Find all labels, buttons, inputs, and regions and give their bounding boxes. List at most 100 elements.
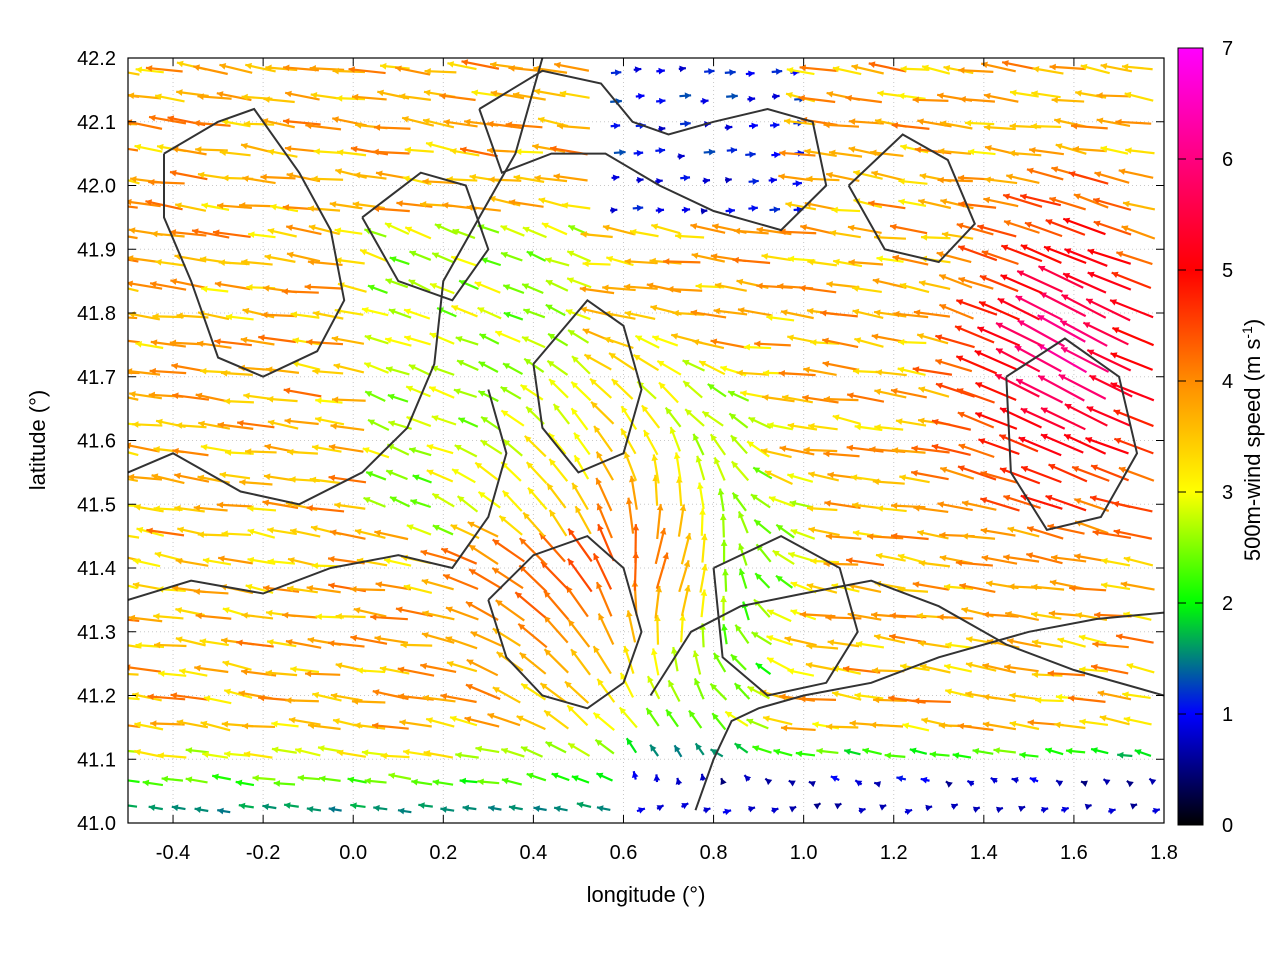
wind-vector-head bbox=[572, 356, 579, 363]
wind-vector-head bbox=[430, 282, 438, 290]
wind-vector-head bbox=[748, 417, 756, 424]
wind-vector-head bbox=[218, 259, 225, 266]
wind-vector-shaft bbox=[935, 334, 975, 349]
wind-vector-head bbox=[545, 257, 552, 264]
wind-vector-head bbox=[720, 365, 728, 373]
wind-vector-head bbox=[354, 722, 361, 729]
wind-vector-head bbox=[1031, 90, 1038, 98]
wind-vector-head bbox=[735, 624, 742, 632]
wind-vector-head bbox=[285, 697, 292, 704]
wind-vector-head bbox=[633, 354, 641, 361]
wind-vector-head bbox=[1048, 463, 1056, 471]
wind-vector-head bbox=[404, 146, 412, 154]
wind-vector-head bbox=[771, 807, 779, 814]
wind-vector-shaft bbox=[1111, 326, 1155, 347]
wind-vector-shaft bbox=[779, 230, 817, 235]
wind-vector-head bbox=[571, 381, 579, 389]
wind-vector-head bbox=[657, 207, 665, 214]
wind-vector-head bbox=[128, 227, 136, 234]
wind-vector-head bbox=[849, 720, 856, 727]
wind-vector-head bbox=[766, 635, 774, 642]
wind-vector-head bbox=[174, 505, 181, 512]
wind-vector-shaft bbox=[517, 622, 548, 649]
wind-vector-head bbox=[751, 205, 758, 212]
wind-vector-head bbox=[455, 336, 463, 343]
wind-vector-head bbox=[1000, 274, 1008, 281]
wind-vector-head bbox=[377, 89, 384, 97]
wind-vector-head bbox=[532, 143, 539, 151]
wind-vector-head bbox=[768, 496, 776, 503]
wind-vector-head bbox=[695, 282, 702, 290]
wind-vector-shaft bbox=[1061, 293, 1107, 319]
wind-vector-head bbox=[961, 606, 969, 614]
wind-vector-shaft bbox=[842, 667, 881, 674]
wind-vector-head bbox=[851, 64, 859, 71]
wind-vector-head bbox=[221, 637, 228, 645]
wind-vector-head bbox=[730, 654, 738, 662]
wind-vector-head bbox=[922, 64, 929, 72]
wind-vector-head bbox=[649, 257, 656, 265]
wind-vector-shaft bbox=[931, 419, 972, 431]
wind-vector-head bbox=[176, 719, 184, 726]
wind-vector-head bbox=[203, 695, 211, 702]
wind-vector-head bbox=[176, 89, 183, 96]
wind-vector-head bbox=[874, 388, 882, 396]
wind-vector-head bbox=[786, 67, 794, 74]
wind-vector-head bbox=[458, 417, 466, 424]
wind-vector-head bbox=[246, 284, 253, 291]
wind-vector-head bbox=[675, 232, 682, 240]
wind-vector-head bbox=[193, 119, 200, 127]
wind-vector-head bbox=[852, 501, 859, 509]
wind-vector-head bbox=[241, 722, 249, 730]
x-tick-label: 0.6 bbox=[610, 842, 638, 864]
wind-vector-head bbox=[1070, 122, 1078, 130]
wind-vector-head bbox=[194, 806, 202, 813]
wind-vector-head bbox=[609, 353, 616, 360]
wind-vector-head bbox=[171, 804, 179, 812]
wind-vector-head bbox=[827, 639, 835, 646]
wind-vector-shaft bbox=[1020, 244, 1062, 264]
wind-vector-head bbox=[315, 416, 322, 423]
y-tick-label: 42.0 bbox=[77, 176, 116, 198]
wind-vector-head bbox=[129, 391, 136, 398]
wind-vector-head bbox=[909, 747, 917, 755]
wind-vector-head bbox=[787, 422, 795, 430]
wind-vector-head bbox=[658, 147, 666, 154]
wind-vector-head bbox=[1043, 245, 1051, 253]
wind-vector-head bbox=[891, 502, 898, 510]
wind-vector-head bbox=[331, 335, 339, 343]
wind-vector-shaft bbox=[492, 538, 525, 563]
wind-vector-head bbox=[1004, 664, 1011, 671]
wind-vector-head bbox=[1080, 780, 1088, 787]
wind-vector-shaft bbox=[1019, 194, 1062, 207]
wind-vector-head bbox=[918, 417, 925, 425]
y-tick-label: 41.9 bbox=[77, 239, 116, 261]
wind-vector-head bbox=[247, 528, 255, 536]
wind-vector-head bbox=[868, 61, 876, 68]
wind-vector-head bbox=[1038, 265, 1046, 272]
wind-vector-shaft bbox=[732, 258, 771, 265]
y-tick-label: 41.7 bbox=[77, 367, 116, 389]
wind-vector-head bbox=[652, 335, 660, 342]
wind-vector-head bbox=[443, 574, 451, 581]
wind-vector-head bbox=[130, 176, 137, 183]
wind-vector-head bbox=[1021, 465, 1029, 473]
wind-vector-head bbox=[488, 176, 495, 184]
wind-vector-head bbox=[937, 613, 944, 621]
wind-vector-head bbox=[406, 385, 414, 392]
wind-vector-head bbox=[549, 458, 556, 466]
wind-vector-head bbox=[750, 494, 758, 501]
wind-vector-head bbox=[459, 777, 467, 785]
wind-vector-head bbox=[333, 363, 341, 370]
wind-vector-head bbox=[1005, 611, 1012, 618]
wind-vector-head bbox=[623, 646, 630, 653]
wind-vector-head bbox=[395, 65, 402, 73]
wind-vector-head bbox=[752, 178, 759, 185]
wind-vector-head bbox=[347, 776, 355, 784]
wind-vector-head bbox=[679, 614, 686, 621]
wind-vector-head bbox=[981, 61, 988, 69]
wind-vector-head bbox=[235, 779, 243, 787]
wind-vector-head bbox=[364, 362, 372, 369]
wind-vector-head bbox=[956, 299, 964, 306]
wind-vector-head bbox=[746, 718, 754, 725]
